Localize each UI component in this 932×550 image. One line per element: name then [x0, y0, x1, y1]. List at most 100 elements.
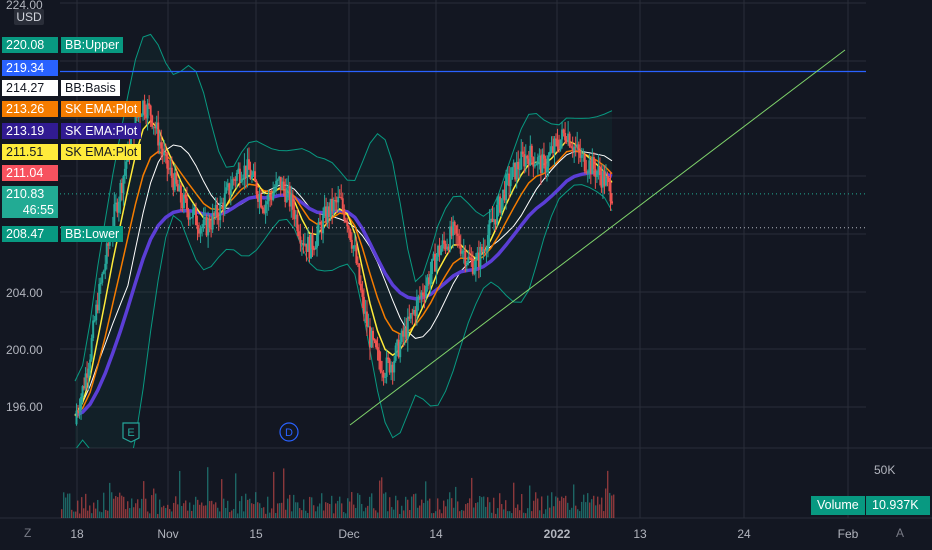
volume-bar	[511, 513, 513, 518]
x-tick-label: 2022	[544, 527, 571, 541]
volume-bar	[525, 513, 527, 518]
candle-body	[511, 167, 514, 180]
candle-body	[527, 158, 530, 166]
candle-body	[432, 253, 435, 260]
volume-bar	[279, 503, 281, 518]
volume-bar	[167, 504, 169, 518]
candle-body	[565, 140, 568, 143]
volume-bar	[61, 509, 63, 518]
candle-body	[532, 157, 535, 167]
candle-body	[430, 259, 433, 275]
candle-body	[356, 263, 359, 265]
volume-bar	[597, 496, 599, 518]
volume-bar	[97, 499, 99, 518]
candle-body	[120, 183, 123, 193]
volume-bar	[467, 503, 469, 518]
candle-body	[90, 338, 93, 360]
candle-body	[225, 187, 228, 194]
candle-body	[539, 155, 542, 174]
bb-upper-price-tag: 220.08	[2, 37, 58, 53]
volume-bar	[131, 498, 133, 518]
volume-bar	[139, 508, 141, 518]
candle-body	[473, 269, 476, 274]
candle-body	[529, 145, 532, 166]
candle-body	[287, 185, 290, 189]
candle-body	[96, 304, 99, 311]
volume-bar	[71, 509, 73, 518]
volume-bar	[121, 495, 123, 518]
candle-body	[512, 162, 515, 168]
candle-body	[415, 299, 418, 317]
volume-bar	[589, 502, 591, 518]
volume-bar	[291, 511, 293, 518]
candle-body	[222, 202, 225, 211]
volume-bar	[237, 513, 239, 518]
candle-body	[208, 219, 211, 229]
volume-bar	[595, 505, 597, 518]
candle-body	[263, 209, 266, 214]
volume-bar	[229, 512, 231, 518]
volume-bar	[507, 511, 509, 518]
candle-body	[541, 154, 544, 174]
x-tick-label: Dec	[338, 527, 359, 541]
candle-body	[83, 386, 86, 389]
volume-bar	[535, 492, 537, 518]
candle-body	[255, 180, 258, 195]
candle-body	[276, 179, 279, 181]
volume-bar	[609, 492, 611, 518]
candle-body	[152, 126, 155, 128]
volume-bar	[503, 509, 505, 518]
volume-bar	[361, 503, 363, 518]
candle-body	[107, 243, 110, 246]
volume-bar	[205, 505, 207, 518]
volume-bar	[485, 506, 487, 518]
candle-body	[148, 103, 151, 106]
volume-bar	[553, 506, 555, 518]
candle-body	[494, 219, 497, 225]
candle-body	[421, 292, 424, 296]
volume-bar	[487, 497, 489, 518]
volume-bar	[481, 497, 483, 518]
candle-body	[149, 105, 152, 116]
volume-bar	[599, 504, 601, 518]
ema3-name-tag: SK EMA:Plot	[61, 144, 142, 160]
volume-bar	[313, 505, 315, 518]
candle-body	[417, 296, 420, 300]
volume-bar	[385, 492, 387, 518]
candle-body	[542, 154, 545, 159]
candle-body	[468, 256, 471, 258]
candle-body	[81, 386, 84, 397]
zoom-reset-icon[interactable]: Z	[24, 526, 32, 540]
bb-basis-price-tag: 214.27	[2, 80, 58, 96]
candle-body	[288, 185, 291, 207]
currency-label[interactable]: USD	[14, 9, 44, 25]
candle-body	[368, 326, 371, 348]
volume-bar	[401, 505, 403, 518]
candle-body	[314, 247, 317, 250]
countdown-tag: 46:55	[2, 202, 58, 218]
volume-bar	[317, 506, 319, 518]
candle-body	[210, 228, 213, 230]
volume-bar	[93, 502, 95, 518]
volume-bar	[289, 494, 291, 518]
time-axis-bar[interactable]	[0, 519, 932, 550]
volume-bar	[235, 473, 237, 518]
volume-bar	[249, 498, 251, 518]
volume-bar	[299, 508, 301, 518]
candle-body	[146, 103, 149, 119]
candle-body	[423, 295, 426, 297]
volume-bar	[601, 497, 603, 518]
candle-body	[323, 206, 326, 216]
volume-bar	[341, 503, 343, 518]
candle-body	[381, 371, 384, 373]
candle-body	[167, 168, 170, 170]
volume-bar	[435, 511, 437, 518]
volume-bar	[495, 513, 497, 518]
volume-bar	[173, 502, 175, 518]
auto-scale-icon[interactable]: A	[896, 526, 905, 540]
candle-body	[272, 192, 275, 200]
volume-bar	[265, 513, 267, 518]
volume-bar	[215, 502, 217, 518]
